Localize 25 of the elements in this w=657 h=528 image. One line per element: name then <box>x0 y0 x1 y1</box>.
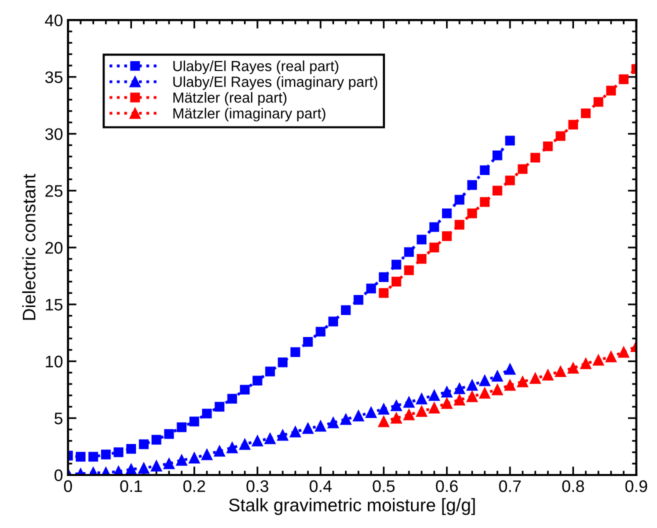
y-tick-label: 15 <box>46 298 62 311</box>
legend-label: Ulaby/El Rayes (imaginary part) <box>173 76 378 90</box>
x-tick-label: 0.7 <box>499 480 521 492</box>
legend-label: Mätzler (imaginary part) <box>173 108 326 122</box>
x-tick-label: 0.2 <box>183 480 206 492</box>
x-tick-label: 0.4 <box>310 480 332 492</box>
y-axis-title: Dielectric constant <box>22 174 36 320</box>
y-tick-label: 5 <box>54 412 62 424</box>
x-tick-label: 0.5 <box>372 480 395 492</box>
y-tick-label: 30 <box>45 128 62 140</box>
x-tick-label: 0.3 <box>246 480 268 492</box>
x-axis-title: Stalk gravimetric moisture [g/g] <box>229 498 475 515</box>
y-tick-label: 20 <box>45 242 62 254</box>
x-tick-label: 0.6 <box>436 480 458 492</box>
x-tick-label: 0 <box>64 480 72 492</box>
y-tick-label: 25 <box>45 185 62 197</box>
y-tick-label: 10 <box>46 356 62 368</box>
x-tick-label: 0.9 <box>625 480 648 492</box>
y-tick-label: 40 <box>44 14 62 26</box>
legend-label: Ulaby/El Rayes (real part) <box>173 60 338 74</box>
x-tick-label: 0.8 <box>562 480 584 492</box>
y-tick-label: 0 <box>54 469 62 482</box>
x-tick-label: 0.1 <box>120 480 142 492</box>
legend-label: Mätzler (real part) <box>173 92 286 106</box>
y-tick-label: 35 <box>45 71 62 84</box>
